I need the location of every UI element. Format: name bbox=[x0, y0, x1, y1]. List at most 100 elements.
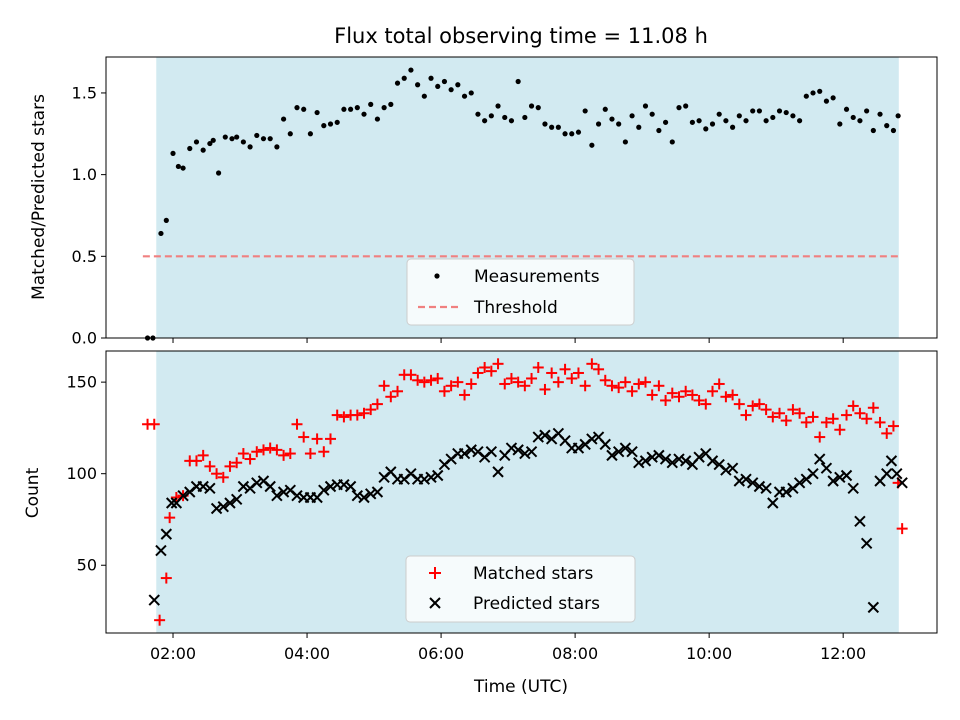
measurement-point bbox=[267, 136, 273, 142]
matched-star-point bbox=[881, 427, 893, 439]
matched-star-point bbox=[438, 385, 450, 397]
x-tick-label: 04:00 bbox=[284, 644, 330, 663]
predicted-star-point bbox=[277, 486, 290, 498]
predicted-star-point bbox=[633, 456, 645, 469]
bottom-y-axis-label: Count bbox=[23, 467, 43, 518]
matched-star-point bbox=[445, 380, 457, 392]
measurement-point bbox=[415, 82, 421, 88]
measurement-point bbox=[750, 108, 756, 114]
matched-star-point bbox=[472, 367, 484, 379]
predicted-star-point bbox=[155, 544, 167, 557]
measurement-point bbox=[763, 118, 769, 124]
matched-star-point bbox=[378, 380, 390, 392]
predicted-star-point bbox=[760, 482, 772, 495]
matched-star-point bbox=[526, 372, 538, 384]
measurement-point bbox=[240, 139, 246, 145]
matched-star-point bbox=[244, 453, 256, 465]
predicted-star-point bbox=[148, 594, 160, 606]
measurement-point bbox=[274, 144, 280, 150]
bottom-legend: Matched stars Predicted stars bbox=[405, 555, 636, 623]
measurement-point bbox=[683, 103, 689, 109]
matched-star-point bbox=[713, 378, 725, 390]
matched-star-point bbox=[231, 457, 243, 469]
measurement-point bbox=[475, 111, 481, 117]
measurement-point bbox=[895, 113, 901, 119]
top-x-ticks bbox=[172, 338, 844, 343]
measurement-point bbox=[394, 80, 401, 86]
measurement-point bbox=[354, 105, 360, 111]
measurement-point bbox=[522, 114, 528, 121]
matched-star-point bbox=[459, 389, 471, 401]
matched-star-point bbox=[325, 433, 337, 445]
measurement-point bbox=[689, 119, 695, 125]
matched-star-point bbox=[834, 424, 846, 436]
x-tick-label: 06:00 bbox=[418, 644, 464, 663]
measurement-point bbox=[515, 78, 521, 85]
measurement-point bbox=[381, 105, 387, 111]
matched-star-point bbox=[896, 523, 908, 535]
matched-star-point bbox=[432, 372, 444, 384]
matched-star-point bbox=[861, 413, 873, 425]
matched-star-point bbox=[311, 433, 323, 445]
measurement-point bbox=[374, 116, 381, 122]
measurement-point bbox=[408, 67, 414, 73]
predicted-star-point bbox=[693, 451, 705, 463]
matched-star-point bbox=[619, 376, 631, 388]
measurement-point bbox=[803, 93, 809, 99]
matched-star-point bbox=[539, 383, 551, 395]
matched-star-point bbox=[499, 378, 511, 390]
predicted-star-point bbox=[425, 471, 437, 484]
measurement-point bbox=[158, 230, 164, 237]
matched-star-point bbox=[686, 389, 698, 401]
predicted-star-point bbox=[230, 493, 243, 506]
matched-star-point bbox=[827, 413, 839, 425]
measurement-point bbox=[234, 134, 240, 140]
matched-star-point bbox=[358, 407, 370, 419]
predicted-star-point bbox=[539, 429, 551, 441]
matched-star-point bbox=[512, 376, 524, 388]
matched-star-point bbox=[365, 404, 377, 416]
predicted-star-point bbox=[673, 453, 685, 465]
matched-star-point bbox=[566, 372, 578, 384]
predicted-star-point bbox=[659, 453, 672, 465]
matched-star-point bbox=[392, 385, 404, 397]
predicted-star-point bbox=[519, 447, 531, 460]
measurement-point bbox=[388, 101, 394, 107]
matched-star-point bbox=[626, 385, 638, 397]
predicted-star-point bbox=[525, 446, 538, 458]
matched-star-point bbox=[613, 382, 625, 394]
predicted-star-point bbox=[458, 447, 471, 460]
matched-star-point bbox=[425, 374, 437, 386]
chart-title: Flux total observing time = 11.08 h bbox=[334, 24, 708, 48]
measurement-point bbox=[314, 109, 320, 116]
matched-star-point bbox=[787, 404, 799, 416]
measurement-point bbox=[441, 78, 448, 85]
matched-star-point bbox=[371, 398, 383, 410]
measurement-point bbox=[488, 113, 494, 119]
matched-star-point bbox=[586, 358, 598, 370]
matched-star-point bbox=[385, 391, 397, 403]
predicted-star-point bbox=[465, 444, 477, 456]
predicted-legend-label: Predicted stars bbox=[473, 594, 600, 614]
predicted-star-point bbox=[612, 446, 625, 458]
predicted-star-point bbox=[646, 451, 658, 463]
x-tick-label: 08:00 bbox=[552, 644, 598, 663]
top-panel: 0.0 0.5 1.0 1.5 Measurements Threshold Matc… bbox=[29, 56, 938, 348]
measurement-point bbox=[602, 106, 608, 112]
measurement-point bbox=[348, 106, 354, 112]
matched-star-point bbox=[197, 449, 209, 461]
measurement-point bbox=[334, 119, 340, 125]
matched-star-point bbox=[148, 418, 160, 430]
matched-star-point bbox=[331, 409, 343, 421]
measurement-point bbox=[175, 163, 181, 170]
predicted-star-point bbox=[204, 482, 216, 495]
predicted-star-point bbox=[217, 500, 229, 513]
measurement-point bbox=[843, 106, 850, 112]
measurement-point bbox=[321, 123, 327, 129]
threshold-legend-label: Threshold bbox=[473, 298, 558, 318]
matched-star-point bbox=[700, 398, 712, 410]
predicted-star-point bbox=[432, 469, 444, 482]
matched-star-point bbox=[854, 407, 866, 419]
x-tick-label: 02:00 bbox=[150, 644, 196, 663]
measurement-point bbox=[301, 106, 307, 112]
